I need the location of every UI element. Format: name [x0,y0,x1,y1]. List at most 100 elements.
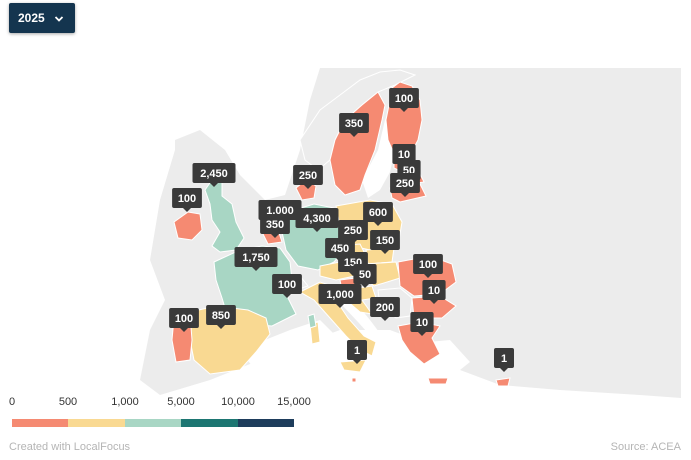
marker-value: 10 [416,317,428,329]
marker-box [494,348,514,368]
marker-pointer [500,368,508,372]
marker-box [390,173,420,193]
marker-pointer [183,208,191,212]
marker-box [192,163,236,183]
marker-greece[interactable]: 10 [410,312,434,336]
chevron-down-icon [54,13,64,27]
marker-box [347,340,367,360]
marker-value: 250 [344,225,362,237]
marker-pointer [430,300,438,304]
marker-pointer [350,133,358,137]
cyprus [495,377,511,387]
marker-pointer [381,250,389,254]
marker-pointer [210,183,218,187]
marker-pointer [304,185,312,189]
legend-label-5000: 5,000 [167,396,195,408]
marker-denmark[interactable]: 250 [293,165,323,189]
marker-box [295,208,339,228]
marker-box [392,144,416,164]
marker-value: 350 [345,118,363,130]
marker-pointer [401,193,409,197]
marker-pointer [252,267,260,271]
marker-ireland[interactable]: 100 [172,188,202,212]
marker-pointer [313,228,321,232]
marker-belgium[interactable]: 350 [260,214,290,238]
slovakia [365,247,395,265]
marker-pointer [336,304,344,308]
marker-value: 250 [299,170,317,182]
legend-label-500: 500 [58,396,78,408]
marker-pointer [374,222,382,226]
ireland [173,211,203,241]
aegean-sea [428,340,470,378]
marker-france[interactable]: 1,750 [234,247,278,271]
marker-pointer [400,108,408,112]
marker-romania[interactable]: 100 [413,254,443,278]
marker-value: 100 [395,93,413,105]
legend-swatch-4 [181,419,238,427]
marker-pointer [381,317,389,321]
marker-box [422,280,446,300]
marker-switzerland[interactable]: 100 [272,274,302,298]
marker-malta[interactable]: 1 [347,340,367,364]
marker-bulgaria[interactable]: 10 [422,280,446,304]
marker-pointer [418,332,426,336]
marker-pointer [271,234,279,238]
marker-box [363,202,393,222]
marker-value: 350 [266,219,284,231]
legend-swatch-1 [12,419,68,427]
marker-italy[interactable]: 1,000 [318,284,362,308]
marker-value: 50 [359,269,371,281]
marker-pointer [424,274,432,278]
marker-box [339,113,369,133]
united-kingdom [204,179,245,253]
marker-value: 100 [419,259,437,271]
marker-value: 1 [354,345,360,357]
marker-box [370,230,400,250]
marker-box [169,308,199,328]
corsica [307,313,317,329]
marker-poland[interactable]: 600 [363,202,393,226]
marker-spain[interactable]: 850 [206,305,236,329]
north-sea [175,68,320,200]
marker-croatia[interactable]: 200 [370,297,400,321]
value-markers: 100 350 10 50 250 250 2,450 100 1,000 350 4,300 600… [169,88,514,372]
marker-value: 100 [175,313,193,325]
marker-sweden[interactable]: 350 [339,113,369,137]
year-dropdown[interactable]: 2025 [9,3,75,33]
marker-pointer [283,294,291,298]
legend-swatch-2 [68,419,125,427]
marker-portugal[interactable]: 100 [169,308,199,332]
marker-germany[interactable]: 4,300 [295,208,339,232]
marker-lithuania[interactable]: 250 [390,173,420,197]
legend: 0 500 1,000 5,000 10,000 15,000 [0,396,320,430]
footer-credit[interactable]: Created with LocalFocus [9,441,131,453]
marker-value: 4,300 [303,213,331,225]
legend-swatch-3 [125,419,181,427]
crete [427,377,449,385]
marker-pointer [180,328,188,332]
marker-finland[interactable]: 100 [389,88,419,112]
marker-czechia[interactable]: 250 [338,220,368,244]
legend-label-10000: 10,000 [221,396,255,408]
marker-value: 200 [376,302,394,314]
marker-slovakia[interactable]: 150 [370,230,400,254]
marker-value: 250 [396,178,414,190]
marker-pointer [361,284,369,288]
marker-box [410,312,434,332]
marker-value: 1,000 [326,289,354,301]
legend-swatch-5 [238,419,294,427]
marker-box [353,264,377,284]
europe-map[interactable]: 100 350 10 50 250 250 2,450 100 1,000 350 4,300 600… [9,68,681,426]
marker-value: 150 [376,235,394,247]
marker-box [318,284,362,304]
marker-slovenia[interactable]: 50 [353,264,377,288]
marker-box [389,88,419,108]
marker-cyprus[interactable]: 1 [494,348,514,372]
marker-united-kingdom[interactable]: 2,450 [192,163,236,187]
marker-box [272,274,302,294]
marker-box [293,165,323,185]
malta [351,377,357,383]
marker-value: 850 [212,310,230,322]
marker-pointer [217,325,225,329]
